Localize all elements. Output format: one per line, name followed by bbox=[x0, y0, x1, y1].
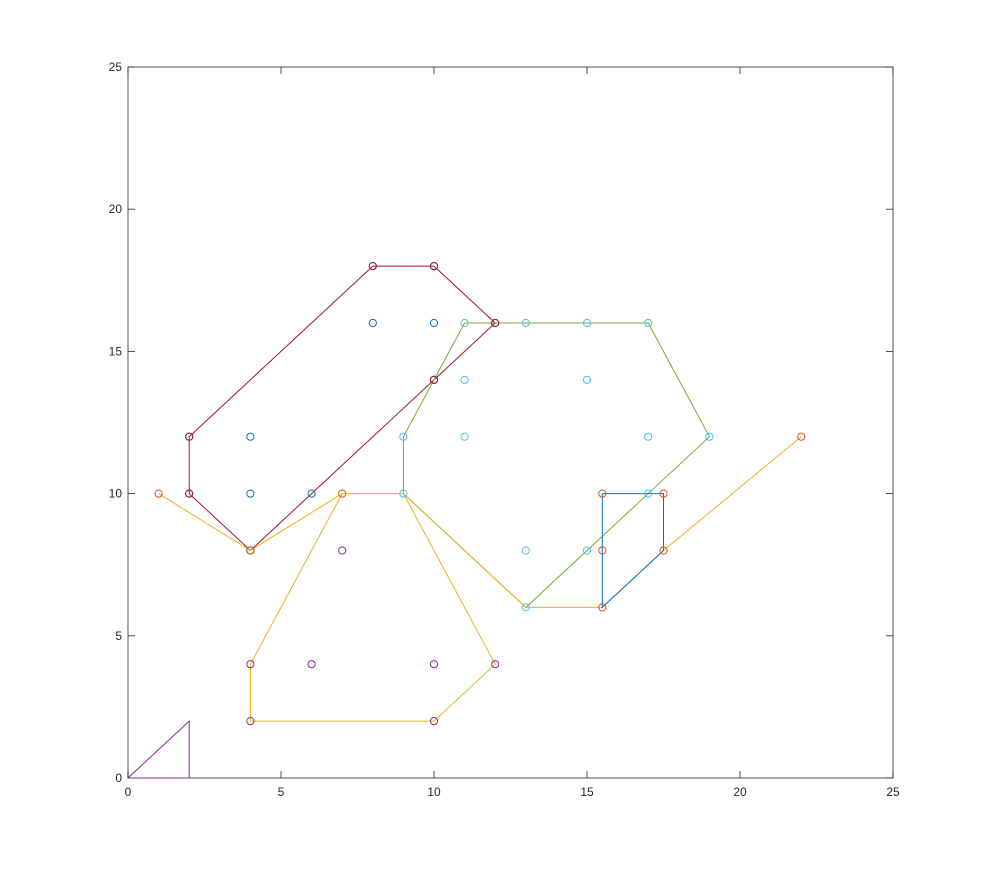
marker-series-1 bbox=[185, 432, 194, 441]
y-tick-label: 0 bbox=[115, 771, 122, 785]
marker-series-4 bbox=[246, 660, 255, 669]
y-tick-label: 15 bbox=[109, 344, 123, 358]
marker-series-2 bbox=[582, 546, 592, 555]
marker-series-3 bbox=[598, 489, 607, 498]
marker-series-2 bbox=[399, 432, 408, 441]
marker-series-2 bbox=[399, 489, 408, 498]
marker-series-3 bbox=[246, 546, 255, 555]
marker-series-2 bbox=[521, 546, 530, 555]
marker-series-4 bbox=[246, 717, 255, 726]
marker-series-3 bbox=[797, 432, 806, 441]
marker-series-2 bbox=[460, 432, 469, 441]
marker-series-2 bbox=[521, 318, 530, 328]
x-tick-label: 10 bbox=[427, 785, 441, 799]
marker-series-2 bbox=[644, 432, 653, 441]
polygon-line-5 bbox=[127, 719, 190, 779]
tick-labels: 0 5 10 15 20 25 0 5 10 15 20 25 bbox=[109, 60, 900, 799]
marker-series-2 bbox=[460, 375, 469, 384]
marker-series-4 bbox=[429, 660, 439, 669]
marker-series-3 bbox=[598, 546, 607, 555]
marker-series-2 bbox=[705, 432, 714, 441]
marker-series-1 bbox=[185, 489, 194, 498]
marker-series-2 bbox=[644, 318, 653, 328]
marker-series-0 bbox=[368, 318, 377, 328]
marker-series-1 bbox=[491, 318, 500, 328]
axis-ticks bbox=[127, 66, 894, 779]
marker-series-3 bbox=[659, 546, 668, 555]
y-tick-label: 25 bbox=[109, 60, 123, 74]
marker-series-3 bbox=[338, 489, 347, 498]
marker-series-3 bbox=[154, 489, 163, 498]
marker-series-0 bbox=[307, 489, 316, 498]
y-tick-label: 20 bbox=[109, 202, 123, 216]
plot-area bbox=[127, 66, 894, 779]
marker-series-1 bbox=[368, 262, 377, 271]
marker-series-3 bbox=[598, 603, 607, 612]
axes-box bbox=[127, 66, 894, 779]
marker-series-0 bbox=[246, 432, 255, 441]
marker-series-4 bbox=[307, 660, 316, 669]
x-tick-label: 20 bbox=[733, 785, 747, 799]
marker-series-0 bbox=[429, 318, 439, 328]
polygon-lines bbox=[127, 265, 802, 779]
x-tick-label: 5 bbox=[278, 785, 285, 799]
marker-series-2 bbox=[582, 318, 592, 328]
marker-series-2 bbox=[521, 603, 530, 612]
marker-series-2 bbox=[460, 318, 469, 328]
x-tick-label: 0 bbox=[125, 785, 132, 799]
polygon-line-4 bbox=[601, 493, 664, 609]
marker-series-4 bbox=[338, 546, 347, 555]
y-tick-label: 10 bbox=[109, 487, 123, 501]
y-tick-label: 5 bbox=[115, 629, 122, 643]
marker-series-1 bbox=[429, 262, 439, 271]
scatter-markers bbox=[154, 262, 806, 726]
x-tick-label: 25 bbox=[886, 785, 900, 799]
marker-series-2 bbox=[644, 489, 653, 498]
marker-series-4 bbox=[429, 717, 439, 726]
marker-series-4 bbox=[491, 660, 500, 669]
marker-series-1 bbox=[429, 375, 439, 384]
x-tick-label: 15 bbox=[580, 785, 594, 799]
marker-series-3 bbox=[659, 489, 668, 498]
marker-series-2 bbox=[582, 375, 592, 384]
polygon-line-3 bbox=[249, 493, 496, 722]
marker-series-0 bbox=[246, 489, 255, 498]
